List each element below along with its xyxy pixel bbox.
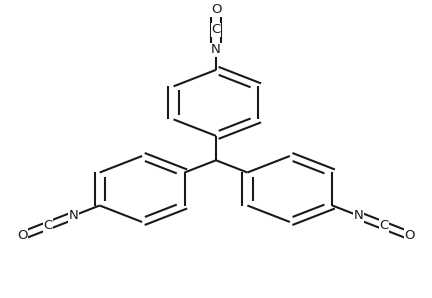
Text: C: C [379,219,389,232]
Text: C: C [43,219,53,232]
Text: O: O [211,3,221,16]
Text: O: O [405,229,415,242]
Text: C: C [211,23,221,36]
Text: N: N [69,209,79,222]
Text: O: O [17,229,27,242]
Text: N: N [211,43,221,56]
Text: N: N [353,209,363,222]
